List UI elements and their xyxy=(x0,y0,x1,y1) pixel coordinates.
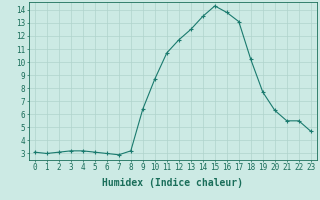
X-axis label: Humidex (Indice chaleur): Humidex (Indice chaleur) xyxy=(102,178,243,188)
